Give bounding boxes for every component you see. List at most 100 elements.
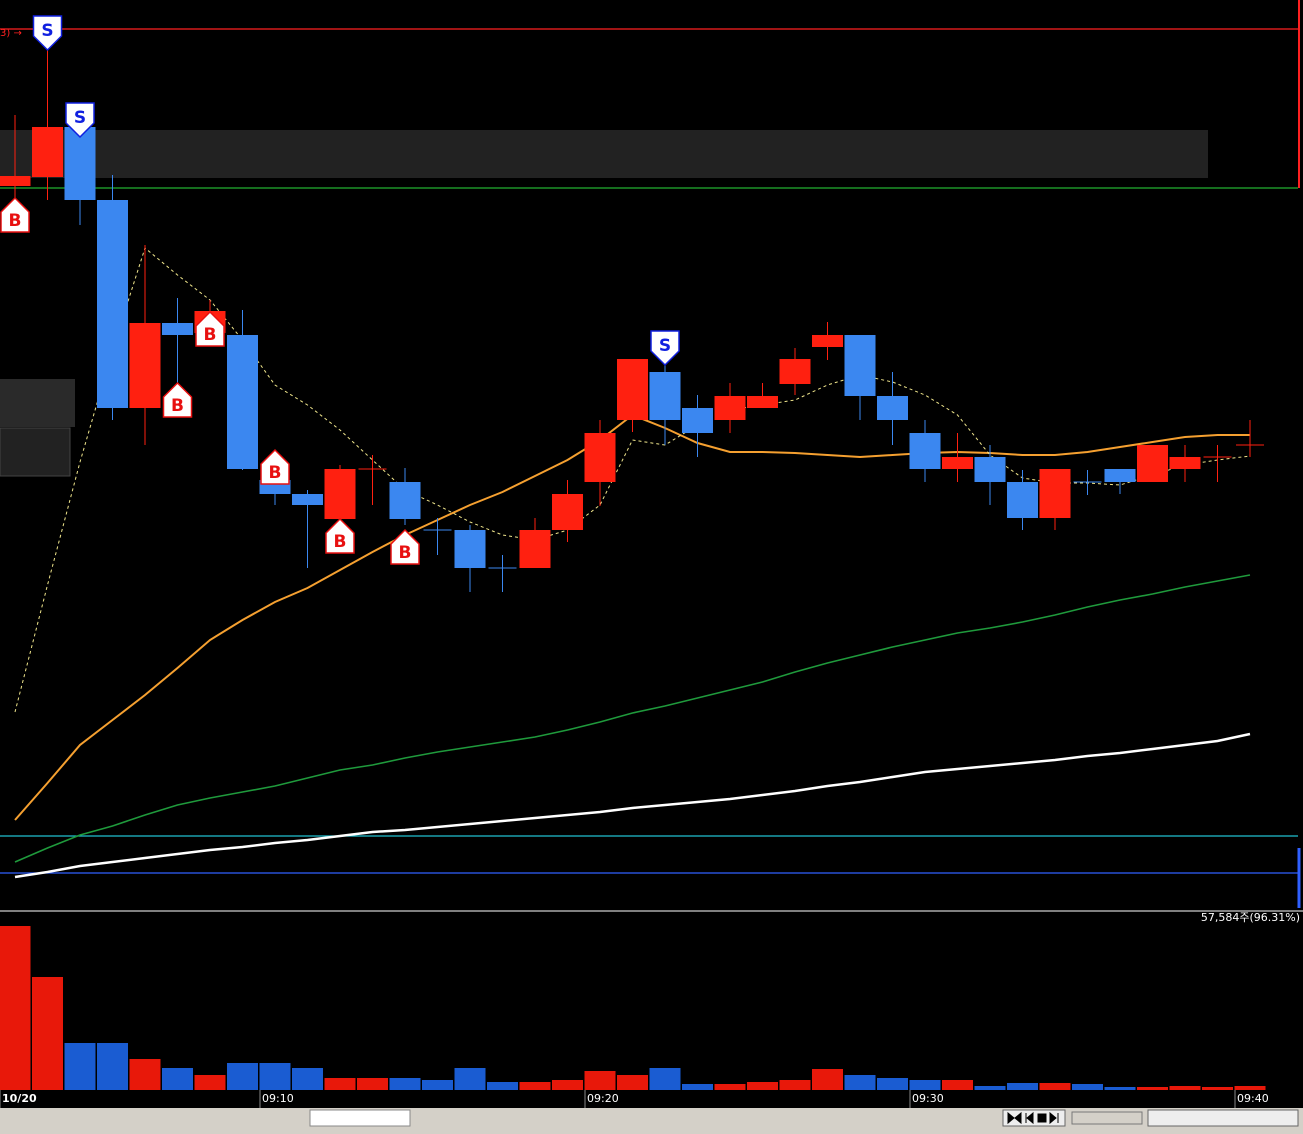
volume-bar bbox=[64, 1043, 96, 1090]
candle-body bbox=[324, 469, 356, 519]
candle-body bbox=[617, 359, 648, 420]
volume-bar bbox=[1234, 1086, 1266, 1090]
volume-bar bbox=[1104, 1087, 1136, 1090]
signal-marker bbox=[32, 15, 63, 52]
volume-bar bbox=[1169, 1086, 1201, 1090]
candle-body bbox=[1039, 469, 1071, 518]
signal-label: B bbox=[399, 543, 412, 563]
volume-bar bbox=[97, 1043, 128, 1090]
signal-label: B bbox=[171, 396, 184, 416]
candle-body bbox=[909, 433, 941, 469]
volume-bar bbox=[292, 1068, 323, 1090]
candle-body bbox=[877, 396, 908, 420]
volume-bar bbox=[389, 1078, 421, 1090]
x-tick-label: 09:20 bbox=[587, 1092, 619, 1105]
volume-bar bbox=[162, 1068, 193, 1090]
volume-bar bbox=[32, 977, 63, 1090]
signal-marker bbox=[325, 517, 355, 554]
ma-line bbox=[14, 574, 1251, 863]
candle-body bbox=[1137, 445, 1168, 482]
signal-marker bbox=[65, 102, 95, 139]
volume-bar bbox=[552, 1080, 583, 1090]
candle-body bbox=[747, 396, 778, 408]
signal-label: S bbox=[659, 336, 671, 356]
candle-body bbox=[32, 127, 63, 177]
volume-bar bbox=[0, 926, 31, 1090]
signal-marker bbox=[0, 196, 30, 233]
candle-body bbox=[942, 457, 973, 469]
candle-body bbox=[162, 323, 193, 335]
zone-band bbox=[0, 427, 71, 477]
annotation: 3) → bbox=[0, 28, 22, 39]
volume-bar bbox=[357, 1078, 388, 1090]
volume-bar bbox=[259, 1063, 291, 1090]
volume-bar bbox=[617, 1075, 648, 1090]
volume-bar bbox=[454, 1068, 486, 1090]
x-tick-label: 09:10 bbox=[262, 1092, 294, 1105]
volume-bar bbox=[812, 1069, 843, 1090]
x-tick-label: 09:30 bbox=[912, 1092, 944, 1105]
candle-body bbox=[649, 372, 681, 420]
candle-body bbox=[1104, 469, 1136, 482]
volume-bar bbox=[844, 1075, 876, 1090]
signal-marker bbox=[195, 310, 225, 347]
candle-body bbox=[974, 457, 1006, 482]
signal-marker bbox=[260, 448, 290, 485]
candle-body bbox=[454, 530, 486, 568]
volume-bar bbox=[779, 1080, 811, 1090]
candle-body bbox=[1007, 482, 1038, 518]
candle-body bbox=[1169, 457, 1201, 469]
button-icons bbox=[1007, 1111, 1059, 1125]
volume-bar bbox=[909, 1080, 941, 1090]
candle-body bbox=[64, 127, 96, 200]
volume-bar bbox=[487, 1082, 518, 1090]
volume-annotation: 57,584주(96.31%) bbox=[1201, 911, 1300, 924]
signal-marker bbox=[162, 381, 193, 418]
zone-band bbox=[0, 379, 75, 427]
candle-body bbox=[682, 408, 713, 433]
volume-bar bbox=[324, 1078, 356, 1090]
signal-label: B bbox=[269, 463, 282, 483]
ma-line bbox=[14, 732, 1251, 879]
zoom-slider[interactable] bbox=[1071, 1111, 1143, 1125]
signal-marker bbox=[650, 330, 680, 367]
volume-bar bbox=[1039, 1083, 1071, 1090]
candle-body bbox=[812, 335, 843, 347]
volume-bar bbox=[227, 1063, 258, 1090]
volume-bar bbox=[649, 1068, 681, 1090]
signal-marker bbox=[390, 528, 420, 565]
signal-label: S bbox=[74, 108, 86, 128]
x-tick-label: 10/20 bbox=[2, 1092, 37, 1105]
volume-bar bbox=[714, 1084, 746, 1090]
candle-body bbox=[584, 433, 616, 482]
signal-label: B bbox=[9, 211, 22, 231]
volume-bar bbox=[519, 1082, 551, 1090]
candle-body bbox=[129, 323, 161, 408]
volume-bar bbox=[747, 1082, 778, 1090]
candle-body bbox=[389, 482, 421, 519]
volume-bar bbox=[1137, 1087, 1168, 1090]
x-tick-label: 09:40 bbox=[1237, 1092, 1269, 1105]
volume-bar bbox=[194, 1075, 226, 1090]
volume-bar bbox=[129, 1059, 161, 1090]
candle-body bbox=[227, 335, 258, 469]
time-axis bbox=[0, 1090, 1303, 1108]
scroll-thumb[interactable] bbox=[309, 1109, 411, 1127]
zone-band bbox=[0, 130, 1208, 178]
volume-bar bbox=[584, 1071, 616, 1090]
tool-buttons[interactable] bbox=[1147, 1109, 1299, 1127]
candle-body bbox=[844, 335, 876, 396]
volume-bar bbox=[682, 1084, 713, 1090]
volume-bar bbox=[974, 1086, 1006, 1090]
signal-label: S bbox=[41, 21, 53, 41]
volume-bar bbox=[942, 1080, 973, 1090]
candle-body bbox=[97, 200, 128, 408]
candle-body bbox=[552, 494, 583, 530]
volume-bar bbox=[1007, 1083, 1038, 1090]
candle-body bbox=[292, 494, 323, 505]
candle-body bbox=[519, 530, 551, 568]
volume-bar bbox=[877, 1078, 908, 1090]
